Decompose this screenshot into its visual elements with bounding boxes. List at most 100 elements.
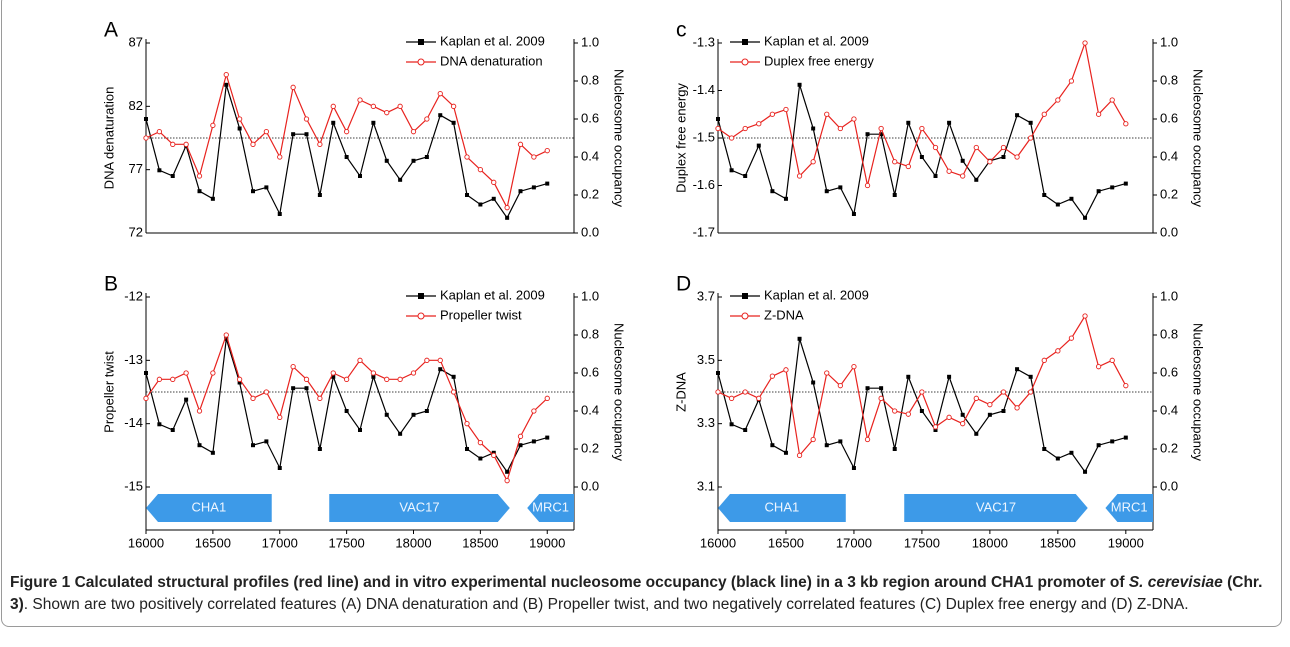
point (398, 431, 403, 436)
point (715, 125, 721, 132)
y2-tick-label: 1.0 (1160, 34, 1178, 49)
y-tick-label: -14 (124, 415, 143, 430)
point (357, 357, 363, 363)
point (742, 125, 748, 132)
point (504, 205, 510, 211)
gene-label: MRC1 (1111, 499, 1148, 514)
legend-label: Duplex free energy (764, 53, 874, 68)
point (505, 469, 510, 474)
legend-label: Z-DNA (764, 307, 804, 322)
point (973, 395, 979, 401)
y2-tick-label: 0.0 (581, 478, 599, 493)
caption-bold: Figure 1 Calculated structural profiles … (10, 574, 1129, 591)
y2-tick-label: 0.6 (1160, 364, 1178, 379)
point (905, 163, 911, 170)
point (317, 447, 322, 451)
point (237, 380, 242, 385)
point (987, 402, 993, 408)
point (783, 367, 789, 373)
y-tick-label: -12 (124, 288, 143, 303)
point (947, 120, 952, 125)
point (1055, 456, 1060, 461)
y-tick-label: -1.3 (693, 34, 715, 49)
point (424, 409, 429, 413)
point (251, 443, 255, 448)
point (517, 141, 524, 147)
point (851, 212, 856, 216)
point (892, 193, 897, 197)
point (1041, 111, 1047, 117)
x-tick-label: 19000 (529, 535, 565, 550)
point (410, 370, 417, 376)
legend-label: Propeller twist (440, 307, 522, 322)
y2-tick-label: 0.4 (581, 148, 599, 163)
point (331, 120, 336, 125)
y2-axis-label: Nucleosome occupancy (612, 323, 627, 462)
point (491, 452, 497, 458)
point (343, 376, 350, 382)
point (1096, 189, 1101, 194)
point (304, 386, 309, 391)
y2-tick-label: 1.0 (581, 34, 599, 49)
y-tick-label: -1.5 (693, 129, 715, 144)
point (1028, 374, 1033, 379)
point (769, 373, 776, 379)
point (210, 196, 215, 201)
point (1095, 111, 1102, 117)
y2-tick-label: 0.0 (1160, 224, 1178, 239)
point (878, 395, 884, 401)
point (504, 478, 510, 484)
series-line (717, 314, 1127, 457)
point (264, 185, 269, 190)
point (756, 143, 761, 148)
point (491, 196, 496, 201)
point (987, 412, 992, 417)
point (398, 177, 403, 182)
gene-label: VAC17 (976, 499, 1016, 514)
point (756, 395, 762, 401)
point (783, 106, 789, 113)
y2-tick-label: 1.0 (581, 288, 599, 303)
point (824, 370, 830, 376)
point (1042, 447, 1047, 451)
y-tick-label: 3.7 (697, 288, 715, 303)
point (358, 428, 362, 432)
x-tick-label: 17000 (836, 535, 872, 550)
point (1042, 193, 1047, 197)
point (728, 395, 735, 401)
point (437, 357, 443, 363)
point (196, 173, 203, 179)
point (851, 466, 856, 470)
point (919, 155, 924, 159)
point (1015, 113, 1020, 118)
legend-marker (741, 312, 749, 320)
series-line (717, 338, 1126, 473)
point (156, 376, 163, 382)
point (1069, 196, 1074, 201)
point (987, 159, 993, 165)
point (210, 450, 215, 455)
point (317, 395, 323, 401)
point (505, 215, 510, 220)
point (170, 376, 176, 382)
point (264, 439, 269, 444)
point (236, 116, 243, 122)
x-tick-label: 17500 (329, 535, 365, 550)
caption: Figure 1 Calculated structural profiles … (10, 572, 1272, 616)
point (756, 121, 762, 127)
point (824, 189, 829, 194)
caption-bold-end: (Chr. 3) (10, 574, 1263, 613)
gene-label: VAC17 (399, 499, 439, 514)
y2-tick-label: 0.2 (581, 440, 599, 455)
legend-label: Kaplan et al. 2009 (764, 287, 869, 302)
point (451, 120, 456, 125)
legend-marker (741, 58, 749, 66)
x-tick-label: 18000 (972, 535, 1008, 550)
y-tick-label: -13 (124, 352, 143, 367)
point (250, 395, 256, 401)
legend-label: Kaplan et al. 2009 (440, 287, 545, 302)
point (464, 421, 470, 427)
point (424, 357, 430, 363)
y-tick-label: -1.4 (693, 82, 715, 97)
point (933, 428, 938, 432)
